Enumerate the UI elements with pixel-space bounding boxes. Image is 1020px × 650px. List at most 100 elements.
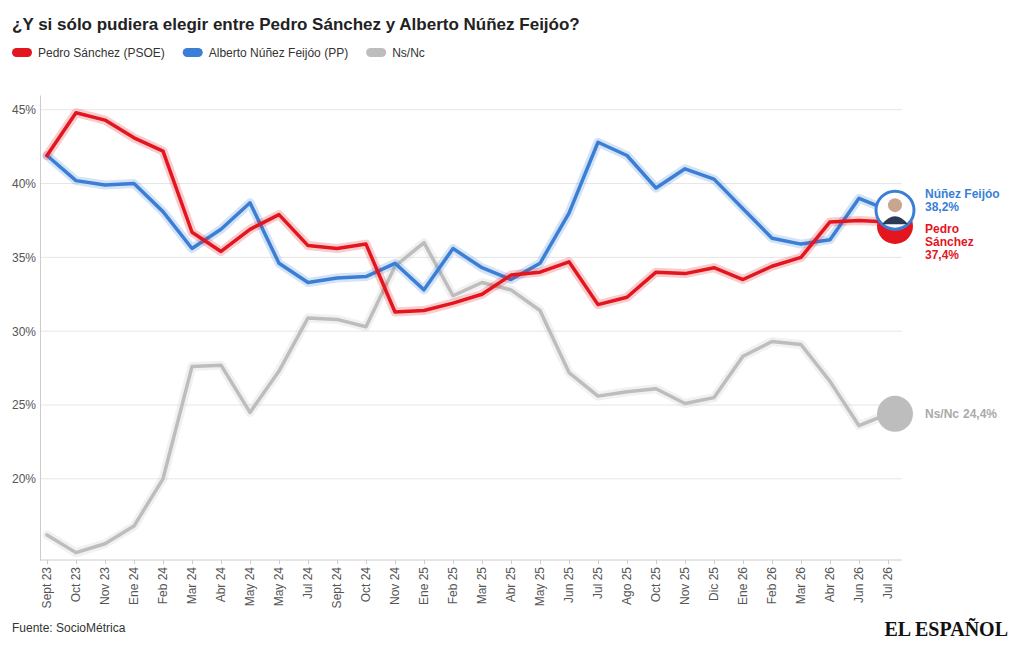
end-label-value: 24,4% xyxy=(963,407,997,421)
x-tick-mark xyxy=(250,560,251,564)
x-tick-label: Sept 24 xyxy=(330,567,344,609)
x-tick-label: Mar 26 xyxy=(794,567,808,605)
end-labels: PedroSánchez37,4% Núñez Feijóo38,2% Ns/Nc 2… xyxy=(876,187,1000,432)
x-tick-label: Abr 25 xyxy=(504,567,518,603)
x-tick-label: Feb 26 xyxy=(765,567,779,605)
x-tick-mark xyxy=(337,560,338,564)
line-halo xyxy=(47,113,888,312)
y-tick: 35% xyxy=(12,251,40,265)
x-tick: Jul 25 xyxy=(591,560,605,599)
x-tick: Nov 23 xyxy=(98,560,112,605)
x-tick: Mar 25 xyxy=(475,560,489,604)
avatar-head xyxy=(888,198,902,212)
y-tick: 40% xyxy=(12,177,40,191)
x-tick: May 24 xyxy=(243,560,257,606)
y-tick: 20% xyxy=(12,472,40,486)
x-tick: Abr 24 xyxy=(214,560,228,602)
grid-line xyxy=(40,183,902,184)
x-tick-label: Nov 23 xyxy=(98,567,112,605)
credit: EL ESPAÑOL xyxy=(884,618,1008,640)
x-tick: Abr 26 xyxy=(823,560,837,602)
x-tick-mark xyxy=(366,560,367,564)
x-tick-mark xyxy=(859,560,860,564)
x-tick: Mar 24 xyxy=(185,560,199,604)
x-tick-mark xyxy=(685,560,686,564)
legend-label: Alberto Núñez Feijóo (PP) xyxy=(209,46,348,60)
x-tick-label: Mar 25 xyxy=(475,567,489,605)
x-tick: May 25 xyxy=(533,560,547,606)
line xyxy=(47,243,888,553)
x-tick-label: Jul 26 xyxy=(881,567,895,599)
x-tick-mark xyxy=(656,560,657,564)
y-tick-label: 30% xyxy=(12,325,36,339)
y-tick-label: 25% xyxy=(12,398,36,412)
legend-swatch xyxy=(366,48,386,57)
y-tick: 45% xyxy=(12,103,40,117)
x-tick-mark xyxy=(395,560,396,564)
x-tick-label: May 24 xyxy=(243,567,257,607)
x-tick-label: May 24 xyxy=(272,567,286,607)
end-label-value: 37,4% xyxy=(925,248,959,262)
avatar-body xyxy=(882,216,908,224)
x-tick-label: Jul 24 xyxy=(301,567,315,599)
x-tick-mark xyxy=(743,560,744,564)
end-label-name: PedroSánchez xyxy=(925,222,974,249)
x-tick-label: Jun 25 xyxy=(562,567,576,603)
end-label-name: Ns/Nc xyxy=(925,407,959,421)
grid-line xyxy=(40,478,902,479)
end-marker xyxy=(877,396,913,432)
x-tick-label: Feb 24 xyxy=(156,567,170,605)
x-tick-label: Sept 23 xyxy=(40,567,54,609)
legend: Pedro Sánchez (PSOE) Alberto Núñez Feijóo… xyxy=(12,46,425,60)
end-label-name: Núñez Feijóo xyxy=(925,187,1000,201)
x-tick: Sept 24 xyxy=(330,560,344,608)
y-axis: 20% 25% 30% 35% 40% 45% xyxy=(12,96,41,561)
y-tick: 25% xyxy=(12,398,40,412)
x-tick: Sept 23 xyxy=(40,560,54,608)
x-tick: Oct 25 xyxy=(649,560,663,602)
x-tick-mark xyxy=(279,560,280,564)
legend-label: Pedro Sánchez (PSOE) xyxy=(38,46,165,60)
y-axis-line xyxy=(40,96,41,561)
x-tick-mark xyxy=(540,560,541,564)
x-tick: Ene 24 xyxy=(127,560,141,605)
x-tick-mark xyxy=(830,560,831,564)
chart: ¿Y si sólo pudiera elegir entre Pedro Sá… xyxy=(0,0,1020,650)
x-tick: Oct 23 xyxy=(69,560,83,602)
x-tick-label: Oct 24 xyxy=(359,567,373,603)
x-tick: Jun 25 xyxy=(562,560,576,603)
grid xyxy=(40,110,902,479)
x-axis: Sept 23 Oct 23 Nov 23 Ene 24 Feb 24 Mar 24 Abr… xyxy=(40,560,902,608)
x-tick-label: Ene 24 xyxy=(127,567,141,605)
x-tick-mark xyxy=(424,560,425,564)
end-marker xyxy=(876,191,914,229)
legend-swatch xyxy=(12,48,32,57)
x-tick: May 24 xyxy=(272,560,286,606)
end-label-value: 38,2% xyxy=(925,200,959,214)
grid-line xyxy=(40,109,902,110)
x-tick-mark xyxy=(511,560,512,564)
x-tick: Dic 25 xyxy=(707,560,721,601)
x-tick-mark xyxy=(47,560,48,564)
x-tick-label: Oct 23 xyxy=(69,567,83,603)
x-tick-mark xyxy=(482,560,483,564)
y-tick-label: 20% xyxy=(12,472,36,486)
x-tick-label: Abr 26 xyxy=(823,567,837,603)
legend-swatch xyxy=(183,48,203,57)
y-tick-label: 45% xyxy=(12,103,36,117)
x-tick: Jun 26 xyxy=(852,560,866,603)
y-tick-label: 40% xyxy=(12,177,36,191)
x-tick: Oct 24 xyxy=(359,560,373,602)
x-tick: Ene 26 xyxy=(736,560,750,605)
legend-label: Ns/Nc xyxy=(392,46,425,60)
line xyxy=(47,113,888,312)
x-tick-mark xyxy=(163,560,164,564)
x-tick-mark xyxy=(801,560,802,564)
x-tick-label: Jul 25 xyxy=(591,567,605,599)
x-tick-label: Nov 25 xyxy=(678,567,692,605)
x-tick: Feb 26 xyxy=(765,560,779,604)
x-tick-label: Dic 25 xyxy=(707,567,721,601)
x-tick: Ene 25 xyxy=(417,560,431,605)
x-tick-mark xyxy=(76,560,77,564)
title: ¿Y si sólo pudiera elegir entre Pedro Sá… xyxy=(12,15,580,34)
